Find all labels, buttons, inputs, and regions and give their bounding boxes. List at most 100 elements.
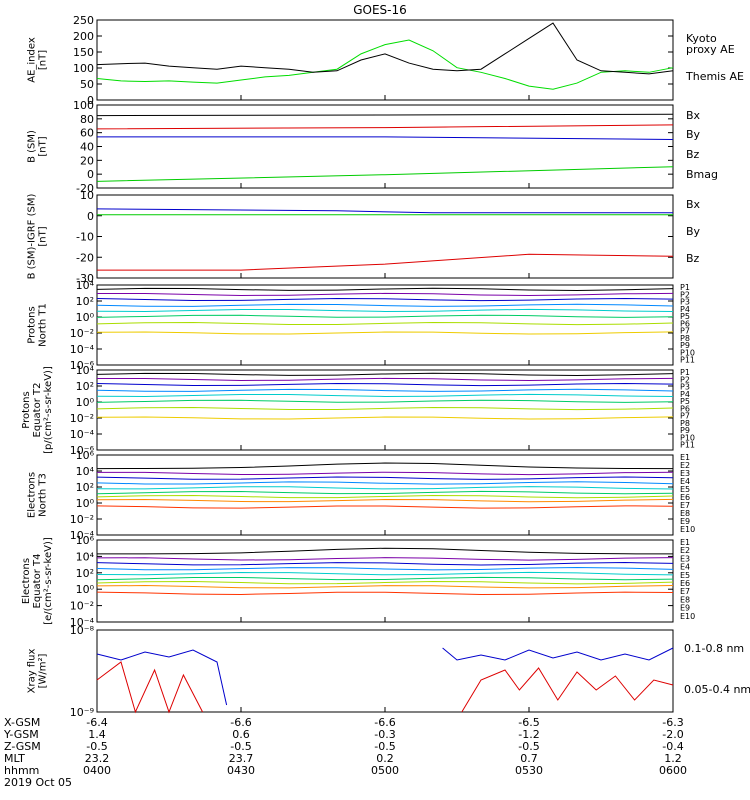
channel-label: P7 — [680, 412, 690, 421]
series-line — [96, 124, 674, 130]
panel-frame — [96, 454, 674, 536]
channel-label: E7 — [680, 501, 690, 510]
y-tick-label: 10⁴ — [76, 279, 95, 292]
legend-label: By — [686, 128, 701, 141]
channel-label: P3 — [680, 298, 690, 307]
ephemeris-value: 0500 — [371, 764, 399, 777]
channel-line — [96, 393, 674, 398]
ephemeris-value: 0.2 — [376, 752, 394, 765]
y-tick-label: 0 — [87, 210, 94, 223]
channel-line — [96, 580, 674, 585]
channel-line — [96, 297, 674, 302]
y-tick-label: 10⁰ — [76, 583, 95, 596]
xray-line — [442, 647, 674, 661]
series-line — [96, 39, 674, 90]
ephemeris-label: X-GSM — [4, 716, 40, 729]
y-tick-label: 10² — [76, 380, 94, 393]
y-tick-label: 10⁴ — [76, 364, 95, 377]
legend-label: 0.1-0.8 nm — [684, 642, 744, 655]
channel-label: P1 — [680, 283, 690, 292]
channel-label: P5 — [680, 397, 690, 406]
y-tick-label: 10⁻² — [70, 327, 94, 340]
ephemeris-value: -0.5 — [374, 740, 395, 753]
ephemeris-value: 0530 — [515, 764, 543, 777]
channel-label: P2 — [680, 375, 690, 384]
ephemeris-value: -6.6 — [230, 716, 251, 729]
channel-line — [96, 481, 674, 485]
series-line — [96, 113, 674, 117]
ephemeris-value: -2.0 — [662, 728, 683, 741]
ephemeris-label: hhmm — [4, 764, 39, 777]
y-tick-label: 150 — [73, 46, 94, 59]
y-tick-label: 60 — [80, 127, 94, 140]
legend-label: Bmag — [686, 168, 718, 181]
channel-line — [96, 576, 674, 581]
panel-y-label: North T3 — [38, 473, 49, 517]
series-line — [96, 166, 674, 182]
xray-line — [461, 667, 674, 713]
legend-label: By — [686, 225, 701, 238]
panel-frame — [96, 629, 674, 713]
legend-label: proxy AE — [686, 43, 735, 56]
channel-label: E6 — [680, 579, 690, 588]
channel-line — [96, 382, 674, 387]
panel-y-label: Protons — [21, 391, 32, 428]
y-tick-label: 40 — [80, 141, 94, 154]
xray-line — [96, 661, 204, 714]
channel-line — [96, 476, 674, 480]
channel-line — [96, 388, 674, 392]
channel-label: P7 — [680, 327, 690, 336]
legend-label: Bx — [686, 109, 701, 122]
legend-label: Kyoto — [686, 32, 717, 45]
channel-label: E1 — [680, 538, 690, 547]
ephemeris-value: 1.4 — [88, 728, 106, 741]
panel-frame — [96, 194, 674, 279]
channel-line — [96, 486, 674, 490]
ephemeris-value: -0.4 — [662, 740, 683, 753]
panel-y-label: Electrons — [21, 558, 32, 604]
panel-y-label: [p/(cm²-s-sr-keV)] — [43, 366, 54, 454]
panel-y-label: Equator T4 — [32, 554, 43, 609]
y-tick-label: 10⁻⁶ — [70, 359, 95, 372]
y-tick-label: 10⁴ — [76, 465, 95, 478]
channel-line — [96, 490, 674, 495]
channel-line — [96, 308, 674, 313]
panel-frame — [96, 104, 674, 189]
channel-label: E8 — [680, 595, 690, 604]
y-tick-label: 0 — [87, 168, 94, 181]
channel-line — [96, 547, 674, 555]
y-tick-label: 20 — [80, 154, 94, 167]
channel-label: E2 — [680, 546, 690, 555]
ephemeris-value: 23.7 — [229, 752, 254, 765]
y-tick-label: -20 — [76, 251, 94, 264]
channel-label: E9 — [680, 517, 690, 526]
panel-y-label: [W/m²] — [38, 653, 49, 688]
channel-line — [96, 498, 674, 503]
channel-label: P1 — [680, 368, 690, 377]
panel-y-label: B (SM) — [27, 130, 38, 163]
channel-line — [96, 505, 674, 509]
channel-line — [96, 557, 674, 561]
series-line — [96, 22, 674, 75]
channel-line — [96, 571, 674, 576]
channel-line — [96, 287, 674, 291]
ephemeris-value: -0.3 — [374, 728, 395, 741]
ephemeris-value: 0.7 — [520, 752, 538, 765]
channel-label: E10 — [680, 525, 695, 534]
channel-label: E3 — [680, 469, 690, 478]
channel-label: E10 — [680, 612, 695, 621]
channel-label: E3 — [680, 554, 690, 563]
channel-label: P9 — [680, 426, 690, 435]
channel-line — [96, 399, 674, 403]
y-tick-label: 50 — [80, 78, 94, 91]
panel-y-label: Equator T2 — [32, 383, 43, 438]
channel-label: P3 — [680, 383, 690, 392]
y-tick-label: 10⁻² — [70, 412, 94, 425]
y-tick-label: 10⁰ — [76, 497, 95, 510]
channel-label: P4 — [680, 390, 690, 399]
channel-label: P10 — [680, 348, 695, 357]
channel-line — [96, 331, 674, 335]
channel-line — [96, 471, 674, 476]
y-tick-label: 100 — [73, 62, 94, 75]
channel-label: P6 — [680, 319, 690, 328]
